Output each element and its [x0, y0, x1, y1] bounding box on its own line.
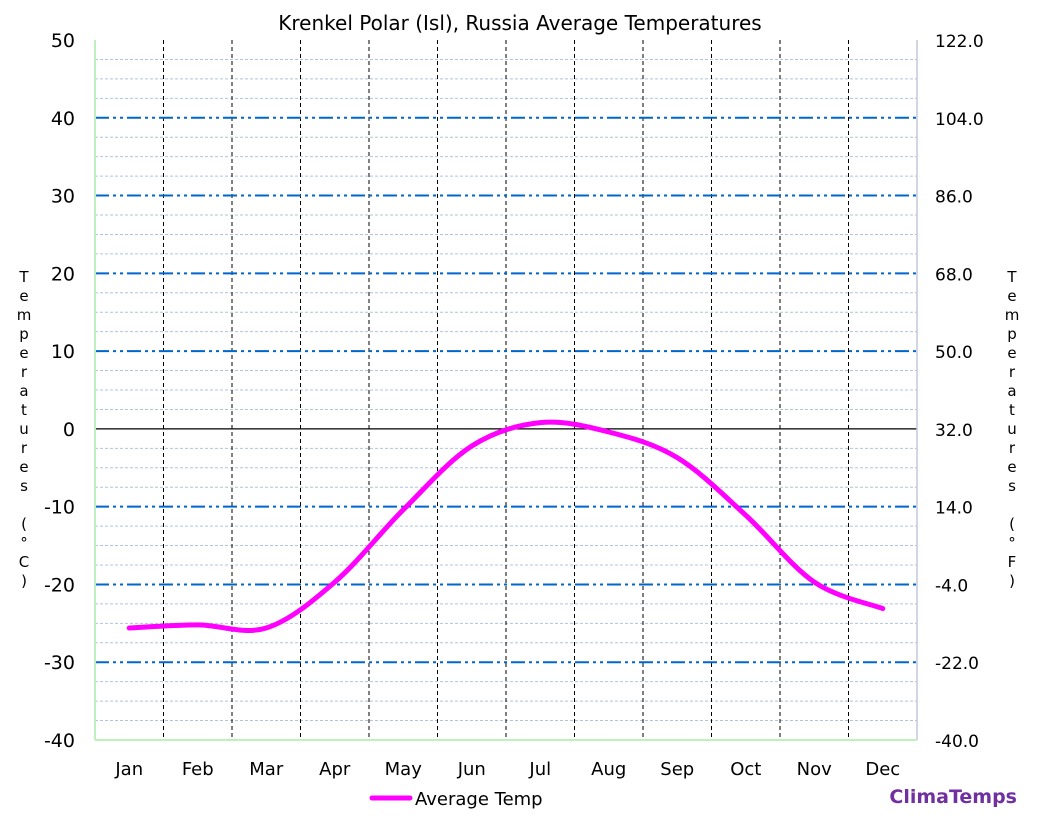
x-tick-label: Dec	[865, 759, 900, 780]
y-tick-label: 0	[63, 419, 75, 441]
x-tick-label: Jul	[528, 759, 551, 780]
x-tick-label: Feb	[182, 759, 214, 780]
x-tick-label: Apr	[319, 759, 351, 780]
y-tick-label-right: -22.0	[935, 654, 979, 674]
y-tick-label-right: 32.0	[935, 421, 973, 441]
legend-label: Average Temp	[415, 789, 543, 810]
x-tick-label: Aug	[591, 759, 626, 780]
x-tick-label: Mar	[249, 759, 284, 780]
y-tick-label-right: 50.0	[935, 343, 973, 363]
y-tick-label: 40	[51, 108, 75, 130]
y-tick-label-right: 122.0	[935, 32, 984, 52]
y-tick-label-right: 86.0	[935, 188, 973, 208]
y-tick-label: 50	[51, 30, 75, 52]
y-tick-label-right: 104.0	[935, 110, 984, 130]
x-tick-label: Sep	[660, 759, 694, 780]
x-tick-label: Jan	[114, 759, 143, 780]
y-axis-label-left: Temperatures (°C)	[15, 268, 33, 591]
y-tick-label: 10	[51, 341, 75, 363]
y-tick-label-right: -4.0	[935, 576, 968, 596]
x-tick-label: May	[385, 759, 423, 780]
y-tick-label-right: 68.0	[935, 265, 973, 285]
chart-title: Krenkel Polar (Isl), Russia Average Temp…	[278, 11, 761, 35]
y-tick-label: 20	[51, 263, 75, 285]
y-tick-label: -20	[44, 574, 75, 596]
y-tick-label: -40	[44, 730, 75, 752]
y-tick-label-right: -40.0	[935, 732, 979, 752]
x-tick-label: Oct	[730, 759, 761, 780]
x-tick-label: Nov	[797, 759, 832, 780]
y-tick-label-right: 14.0	[935, 499, 973, 519]
x-tick-label: Jun	[457, 759, 486, 780]
y-tick-label: -10	[44, 497, 75, 519]
y-tick-label: 30	[51, 186, 75, 208]
y-axis-label-right: Temperatures (°F)	[1003, 268, 1021, 591]
brand-logo: ClimaTemps	[889, 786, 1017, 808]
y-tick-label: -30	[44, 652, 75, 674]
